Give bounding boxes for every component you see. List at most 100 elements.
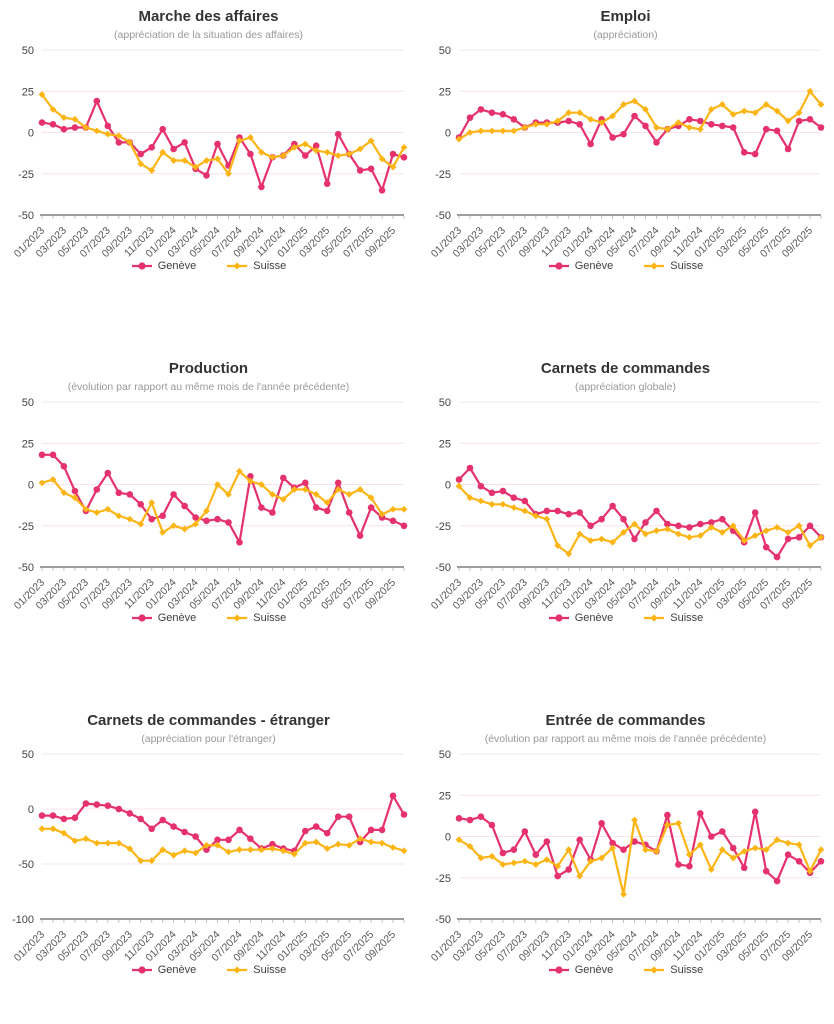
chart-card-carnets-etranger: Carnets de commandes - étranger (appréci… — [0, 712, 417, 978]
chart-card-marche-des-affaires: Marche des affaires (appréciation de la … — [0, 8, 417, 274]
suisse-series-marker-icon — [644, 262, 665, 270]
y-tick-label: -25 — [435, 169, 451, 181]
series-geneve — [38, 792, 408, 855]
legend-label-geneve: Genève — [574, 964, 614, 976]
y-tick-label: 0 — [28, 480, 34, 492]
chart-canvas-entree-de-commandes: 50250-25-5001/202303/202305/202307/20230… — [429, 749, 825, 962]
legend-label-suisse: Suisse — [253, 612, 287, 624]
suisse-series-marker-icon — [644, 966, 665, 974]
series-suisse — [455, 816, 825, 898]
y-tick-label: -25 — [18, 169, 34, 181]
y-tick-label: 50 — [439, 45, 451, 57]
chart-canvas-carnets-de-commandes: 50250-25-5001/202303/202305/202307/20230… — [429, 397, 825, 610]
y-tick-label: -25 — [435, 521, 451, 533]
legend-label-geneve: Genève — [574, 260, 614, 272]
legend-item-suisse[interactable]: Suisse — [226, 612, 286, 624]
y-tick-label: 25 — [22, 438, 34, 450]
chart-legend: Genève Suisse — [417, 962, 834, 978]
geneve-series-marker-icon — [548, 614, 569, 622]
y-tick-label: 25 — [22, 86, 34, 98]
series-suisse — [455, 87, 825, 143]
y-tick-label: 50 — [22, 749, 34, 761]
geneve-series-marker-icon — [131, 614, 152, 622]
legend-item-geneve[interactable]: Genève — [548, 260, 614, 272]
geneve-series-marker-icon — [548, 966, 569, 974]
y-tick-label: 50 — [22, 45, 34, 57]
chart-card-emploi: Emploi (appréciation) 50 25 0 -25 -50 01/2023… — [417, 8, 834, 274]
series-suisse — [38, 91, 408, 178]
suisse-series-marker-icon — [644, 614, 665, 622]
suisse-series-marker-icon — [227, 262, 248, 270]
legend-item-suisse[interactable]: Suisse — [643, 964, 703, 976]
legend-label-geneve: Genève — [157, 260, 197, 272]
legend-item-suisse[interactable]: Suisse — [643, 612, 703, 624]
chart-card-entree-de-commandes: Entrée de commandes (évolution par rappo… — [417, 712, 834, 978]
chart-canvas-carnets-etranger: 500-50-10001/202303/202305/202307/202309… — [12, 749, 408, 962]
geneve-series-marker-icon — [131, 966, 152, 974]
series-geneve — [38, 451, 408, 546]
chart-subtitle: (appréciation de la situation des affair… — [114, 29, 303, 41]
chart-title: Entrée de commandes — [545, 712, 706, 729]
y-tick-label: -100 — [12, 914, 34, 926]
chart-card-production: Production (évolution par rapport au mêm… — [0, 360, 417, 626]
y-tick-label: 0 — [445, 128, 451, 140]
legend-label-suisse: Suisse — [670, 612, 704, 624]
legend-item-suisse[interactable]: Suisse — [643, 260, 703, 272]
chart-subtitle: (appréciation) — [593, 29, 658, 41]
chart-canvas-production: 50250-25-5001/202303/202305/202307/20230… — [12, 397, 408, 610]
series-geneve — [38, 97, 408, 194]
y-tick-label: 0 — [28, 128, 34, 140]
chart-legend: Genève Suisse — [417, 258, 834, 274]
y-tick-label: 25 — [439, 790, 451, 802]
chart-legend: Genève Suisse — [0, 610, 417, 626]
chart-legend: Genève Suisse — [417, 610, 834, 626]
legend-item-geneve[interactable]: Genève — [131, 260, 197, 272]
y-tick-label: -25 — [18, 521, 34, 533]
y-tick-label: -50 — [435, 210, 451, 222]
y-tick-label: -50 — [18, 562, 34, 574]
legend-label-geneve: Genève — [574, 612, 614, 624]
chart-legend: Genève Suisse — [0, 962, 417, 978]
series-suisse — [38, 825, 408, 865]
legend-item-geneve[interactable]: Genève — [131, 964, 197, 976]
legend-item-geneve[interactable]: Genève — [131, 612, 197, 624]
legend-item-suisse[interactable]: Suisse — [226, 964, 286, 976]
chart-subtitle: (évolution par rapport au même mois de l… — [67, 381, 350, 393]
legend-label-suisse: Suisse — [253, 260, 287, 272]
y-tick-label: 25 — [439, 86, 451, 98]
geneve-series-marker-icon — [131, 262, 152, 270]
y-tick-label: 0 — [445, 480, 451, 492]
legend-item-suisse[interactable]: Suisse — [226, 260, 286, 272]
legend-label-suisse: Suisse — [670, 260, 704, 272]
geneve-series-marker-icon — [548, 262, 569, 270]
legend-label-suisse: Suisse — [670, 964, 704, 976]
y-tick-label: -50 — [18, 859, 34, 871]
y-tick-label: 50 — [439, 749, 451, 761]
chart-subtitle: (appréciation globale) — [575, 381, 676, 393]
y-tick-label: -50 — [435, 562, 451, 574]
legend-item-geneve[interactable]: Genève — [548, 612, 614, 624]
chart-title: Carnets de commandes - étranger — [87, 712, 330, 729]
chart-title: Emploi — [600, 8, 651, 25]
y-tick-label: -25 — [435, 873, 451, 885]
y-tick-label: -50 — [18, 210, 34, 222]
legend-label-geneve: Genève — [157, 612, 197, 624]
suisse-series-marker-icon — [227, 966, 248, 974]
chart-title: Carnets de commandes — [540, 360, 711, 377]
chart-subtitle: (appréciation pour l'étranger) — [141, 733, 276, 745]
charts-grid: Marche des affaires (appréciation de la … — [0, 8, 834, 978]
chart-canvas-emploi: 50250-25-5001/202303/202305/202307/20230… — [429, 45, 825, 258]
legend-item-geneve[interactable]: Genève — [548, 964, 614, 976]
chart-title: Marche des affaires — [138, 8, 279, 25]
chart-title: Production — [168, 360, 249, 377]
chart-canvas-marche-des-affaires: 50250-25-5001/202303/202305/202307/20230… — [12, 45, 408, 258]
legend-label-suisse: Suisse — [253, 964, 287, 976]
chart-subtitle: (évolution par rapport au même mois de l… — [484, 733, 767, 745]
chart-card-carnets-de-commandes: Carnets de commandes (appréciation globa… — [417, 360, 834, 626]
y-tick-label: 50 — [439, 397, 451, 409]
y-tick-label: -50 — [435, 914, 451, 926]
chart-legend: Genève Suisse — [0, 258, 417, 274]
legend-label-geneve: Genève — [157, 964, 197, 976]
y-tick-label: 50 — [22, 397, 34, 409]
series-geneve — [455, 464, 825, 561]
